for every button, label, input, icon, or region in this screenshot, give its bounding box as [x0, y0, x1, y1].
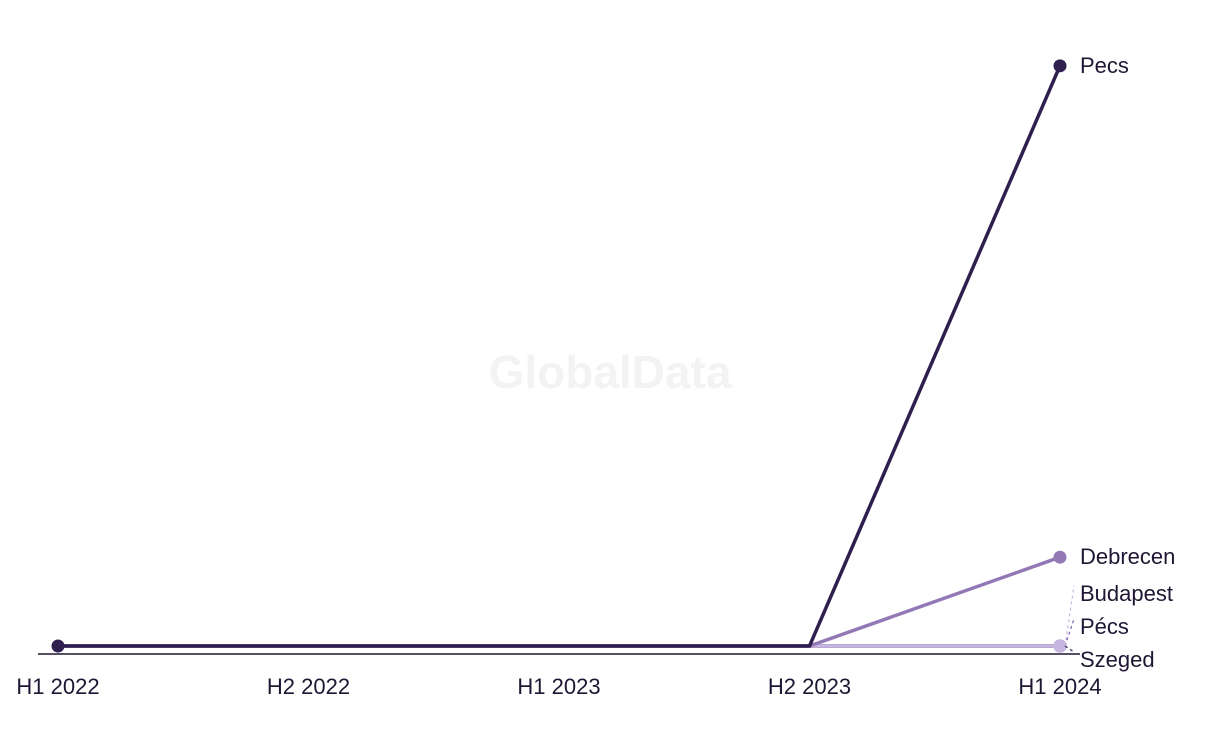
series-line-pecs-4	[58, 65, 1062, 648]
label-leader-budapest-2	[1064, 585, 1075, 647]
x-tick-label-h1-2023: H1 2023	[517, 674, 600, 699]
series-end-point-pecs-4	[1053, 59, 1067, 73]
series-label-pecs-1: Pécs	[1080, 614, 1129, 639]
series-end-point-debrecen-3	[1053, 550, 1067, 564]
label-leader-szeged-0	[1064, 645, 1075, 653]
x-tick-label-h2-2023: H2 2023	[768, 674, 851, 699]
x-axis-tick-labels: H1 2022 H2 2022 H1 2023 H2 2023 H1 2024	[16, 674, 1101, 699]
series-lines	[51, 59, 1067, 653]
series-end-point-budapest-2	[1053, 639, 1067, 653]
x-tick-label-h1-2024: H1 2024	[1018, 674, 1101, 699]
watermark-text: GlobalData	[489, 346, 732, 398]
series-label-budapest-2: Budapest	[1080, 581, 1173, 606]
series-end-labels: Pecs Debrecen Szeged Pécs Budapest	[1064, 53, 1175, 672]
series-line-debrecen-3	[58, 555, 1061, 648]
series-label-pecs-4: Pecs	[1080, 53, 1129, 78]
series-label-debrecen-3: Debrecen	[1080, 544, 1175, 569]
series-label-szeged-0: Szeged	[1080, 647, 1155, 672]
x-tick-label-h2-2022: H2 2022	[267, 674, 350, 699]
series-start-point	[51, 639, 65, 653]
x-tick-label-h1-2022: H1 2022	[16, 674, 99, 699]
label-leader-pecs-1	[1064, 618, 1075, 647]
